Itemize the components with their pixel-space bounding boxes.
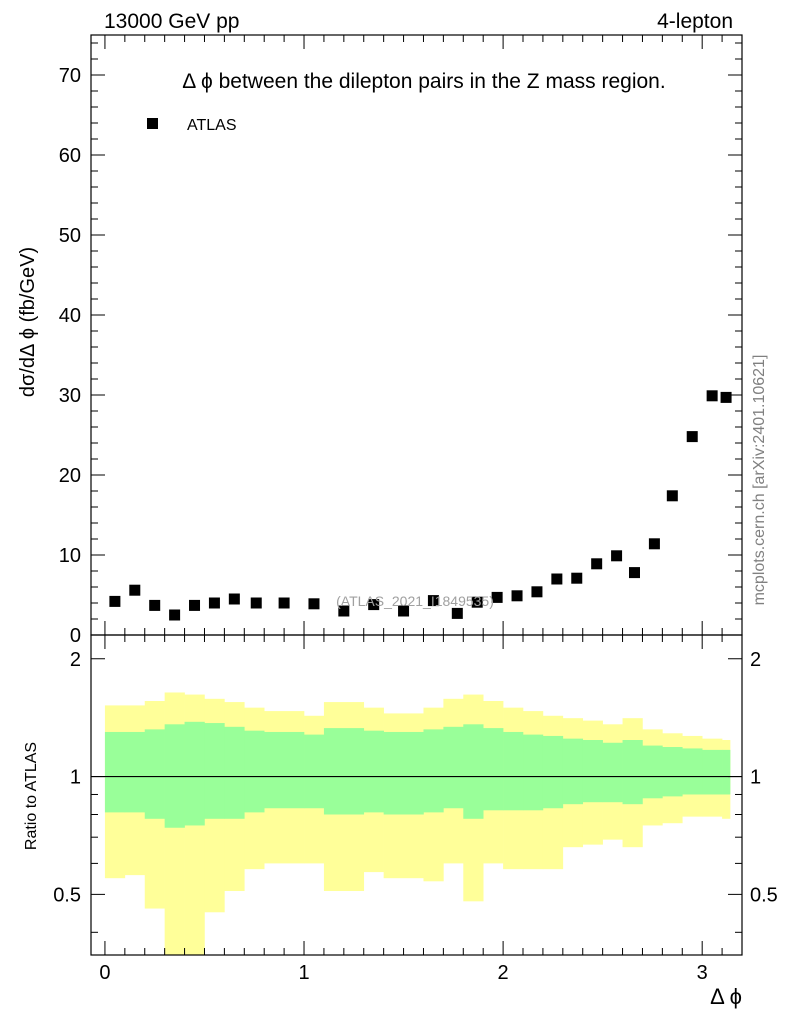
ratio-band-inner-bin	[722, 749, 731, 795]
ratio-band-inner-bin	[463, 724, 484, 819]
y-tick-label: 10	[59, 545, 81, 567]
x-tick-label: 2	[498, 962, 509, 984]
ratio-band-inner-bin	[642, 745, 663, 799]
data-point	[571, 572, 583, 584]
ratio-bands	[91, 692, 742, 955]
data-point	[686, 431, 698, 443]
data-point	[149, 599, 161, 611]
ratio-band-inner-bin	[224, 726, 245, 819]
data-point	[208, 597, 220, 609]
main-plot-frame	[90, 34, 743, 636]
data-point	[169, 609, 181, 621]
ratio-axis-label: Ratio to ATLAS	[23, 742, 40, 850]
legend-marker	[147, 118, 158, 129]
ratio-band-inner-bin	[144, 729, 165, 819]
ratio-axes: 0.5 0.5 1 1 2 2 0 1 2 3	[53, 635, 778, 984]
data-point	[720, 391, 732, 403]
data-point	[109, 595, 121, 607]
ratio-band-inner-bin	[124, 731, 146, 813]
ratio-band-inner-bin	[104, 731, 126, 813]
ratio-y-tick-label-right: 0.5	[750, 884, 778, 906]
ratio-band-inner-bin	[323, 728, 365, 815]
ratio-band-inner-bin	[542, 735, 564, 809]
y-tick-label: 50	[59, 225, 81, 247]
ratio-band-inner-bin	[523, 734, 544, 811]
data-point	[471, 596, 483, 608]
data-point	[427, 595, 439, 607]
data-point	[551, 573, 563, 585]
data-point	[666, 490, 678, 502]
y-tick-label: 60	[59, 145, 81, 167]
ratio-band-inner-bin	[204, 723, 225, 819]
data-point	[451, 607, 463, 619]
ratio-band-inner-bin	[363, 730, 384, 813]
data-point	[250, 597, 262, 609]
ratio-band-inner-bin	[622, 740, 643, 805]
ratio-band-inner-bin	[304, 734, 325, 809]
x-tick-label: 3	[697, 962, 708, 984]
y-tick-label: 70	[59, 65, 81, 87]
ratio-band-inner-bin	[443, 726, 464, 809]
ratio-y-tick-label-right: 2	[750, 649, 761, 671]
data-point	[308, 598, 320, 610]
ratio-band-inner-bin	[582, 740, 603, 803]
data-point	[278, 597, 290, 609]
header-right: 4-lepton	[657, 10, 733, 33]
main-axes: 0 10 20 30 40 50 60 70	[59, 35, 742, 647]
ratio-band-inner-bin	[602, 742, 623, 803]
x-axis-label: Δ ϕ	[710, 984, 742, 1009]
y-tick-label: 0	[70, 625, 81, 647]
data-point	[531, 586, 543, 598]
data-point	[511, 590, 523, 602]
data-point	[398, 605, 410, 617]
chart-title: Δ ϕ between the dilepton pairs in the Z …	[182, 70, 665, 93]
data-point	[228, 593, 240, 605]
data-point	[628, 567, 640, 579]
data-point	[368, 599, 380, 611]
data-point	[648, 538, 660, 550]
ratio-y-tick-label-left: 0.5	[53, 884, 81, 906]
ratio-band-inner-bin	[503, 731, 524, 811]
data-point	[189, 599, 201, 611]
data-points	[109, 390, 732, 621]
y-tick-label: 20	[59, 465, 81, 487]
data-point	[706, 390, 718, 402]
source-citation: mcplots.cern.ch [arXiv:2401.10621]	[751, 355, 768, 606]
data-point	[129, 584, 141, 596]
data-point	[491, 591, 503, 603]
data-point	[611, 550, 623, 562]
ratio-band-inner-bin	[662, 747, 683, 797]
ratio-band-inner-bin	[184, 721, 205, 826]
ratio-band-inner-bin	[264, 731, 305, 809]
x-tick-label: 1	[298, 962, 309, 984]
data-point	[591, 558, 603, 570]
ratio-band-inner-bin	[702, 749, 723, 795]
ratio-band-inner-bin	[483, 728, 504, 811]
ratio-band-inner-bin	[423, 729, 444, 813]
y-tick-label: 40	[59, 305, 81, 327]
ratio-y-tick-label-left: 2	[70, 649, 81, 671]
y-axis-label: dσ/dΔ ϕ (fb/GeV)	[17, 247, 39, 397]
ratio-band-inner-bin	[682, 748, 703, 795]
legend-label: ATLAS	[187, 117, 237, 134]
ratio-y-tick-label-right: 1	[750, 767, 761, 789]
main-frame	[90, 34, 743, 636]
ratio-band-inner-bin	[383, 731, 424, 815]
data-point	[338, 605, 350, 617]
header-left: 13000 GeV pp	[104, 10, 239, 33]
ratio-y-tick-label-left: 1	[70, 767, 81, 789]
ratio-band-inner-bin	[562, 738, 584, 805]
analysis-watermark: (ATLAS_2021_I1849535)	[336, 593, 494, 609]
ratio-band-inner-bin	[244, 730, 265, 813]
y-tick-label: 30	[59, 385, 81, 407]
x-tick-label: 0	[99, 962, 110, 984]
